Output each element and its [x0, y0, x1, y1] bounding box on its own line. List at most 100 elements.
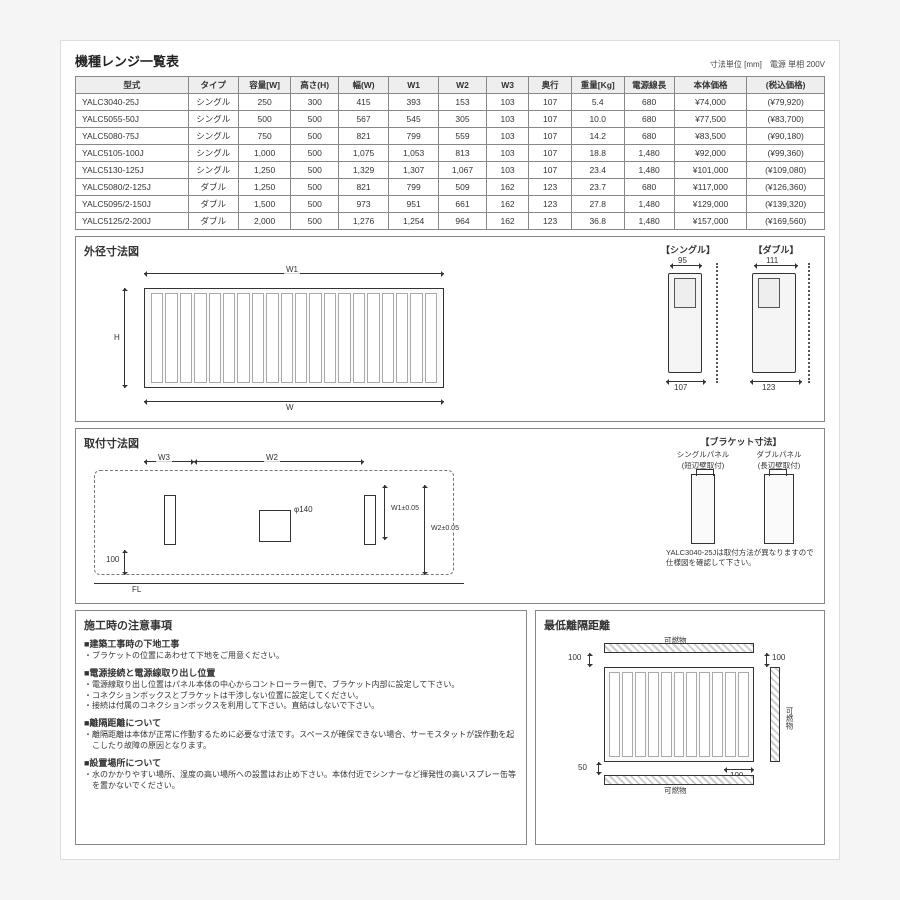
cell-cap: 250	[238, 94, 291, 111]
notes-g4h: ■設置場所について	[84, 756, 518, 769]
obstacle-right	[770, 667, 780, 762]
spec-table: 型式 タイプ 容量[W] 高さ(H) 幅(W) W1 W2 W3 奥行 重量[K…	[75, 76, 825, 230]
connection-box	[259, 510, 291, 542]
cell-w1: 799	[389, 128, 439, 145]
cell-w3: 162	[486, 213, 529, 230]
cell-w1: 1,254	[389, 213, 439, 230]
cell-type: ダブル	[188, 196, 238, 213]
cell-cord: 1,480	[624, 196, 674, 213]
table-row: YALC5055-50Jシングル50050056754530510310710.…	[76, 111, 825, 128]
cell-w2: 559	[439, 128, 487, 145]
bracket-double-icon	[764, 474, 794, 544]
cell-p1: ¥77,500	[674, 111, 747, 128]
notes-g4-1: ・水のかかりやすい場所、湿度の高い場所への設置はお止め下さい。本体付近でシンナー…	[84, 770, 518, 792]
notes-g1-1: ・ブラケットの位置にあわせて下地をご用意ください。	[84, 651, 518, 662]
cell-p2: (¥169,560)	[747, 213, 825, 230]
double-bottom: 123	[760, 383, 777, 392]
single-top: 95	[676, 256, 689, 265]
bracket-d-head: ダブルパネル	[744, 450, 814, 459]
cell-cord: 1,480	[624, 162, 674, 179]
th-p1: 本体価格	[674, 77, 747, 94]
obstacle-bottom	[604, 775, 754, 785]
clearance-radiator	[604, 667, 754, 762]
cell-model: YALC5095/2-150J	[76, 196, 189, 213]
cl-top: 100	[566, 653, 583, 662]
cell-h: 500	[291, 162, 339, 179]
cell-p1: ¥74,000	[674, 94, 747, 111]
cell-model: YALC5080/2-125J	[76, 179, 189, 196]
table-row: YALC3040-25Jシングル2503004153931531031075.4…	[76, 94, 825, 111]
notes-g2-1: ・電源線取り出し位置はパネル本体の中心からコントローラー側で、ブラケット内部に設…	[84, 680, 518, 691]
cl-side-label: 可燃物	[784, 707, 795, 730]
mount-h1: W1±0.05	[389, 505, 421, 512]
cell-model: YALC3040-25J	[76, 94, 189, 111]
cell-wt: 27.8	[571, 196, 624, 213]
cell-w3: 162	[486, 196, 529, 213]
cell-w1: 799	[389, 179, 439, 196]
mount-w2: W2	[264, 453, 280, 462]
single-bottom: 107	[672, 383, 689, 392]
cell-p1: ¥83,500	[674, 128, 747, 145]
cell-w: 1,329	[339, 162, 389, 179]
cl-top-label: 可燃物	[664, 635, 687, 646]
cell-p2: (¥139,320)	[747, 196, 825, 213]
mount-drawing: W3 W2 φ140 W1±0.05 W2±0.05 100 FL	[84, 455, 656, 595]
cell-cord: 1,480	[624, 213, 674, 230]
notes-g3-1: ・離隔距離は本体が正常に作動するために必要な寸法です。スペースが確保できない場合…	[84, 730, 518, 752]
cell-w2: 1,067	[439, 162, 487, 179]
cell-cord: 680	[624, 111, 674, 128]
cell-h: 500	[291, 196, 339, 213]
dim-h: H	[112, 333, 122, 342]
cell-h: 500	[291, 213, 339, 230]
bracket-s-head: シングルパネル	[668, 450, 738, 459]
unit-note: 寸法単位 [mm] 電源 単相 200V	[710, 59, 825, 70]
cell-wt: 5.4	[571, 94, 624, 111]
cell-w1: 393	[389, 94, 439, 111]
cell-p1: ¥117,000	[674, 179, 747, 196]
cell-cord: 680	[624, 94, 674, 111]
dim-w: W	[284, 403, 296, 412]
th-h: 高さ(H)	[291, 77, 339, 94]
cell-model: YALC5130-125J	[76, 162, 189, 179]
controller-icon	[674, 278, 696, 308]
notes-g1h: ■建築工事時の下地工事	[84, 637, 518, 650]
cl-bottom: 50	[576, 763, 589, 772]
cell-w2: 509	[439, 179, 487, 196]
cell-cap: 500	[238, 111, 291, 128]
cell-w: 821	[339, 179, 389, 196]
cell-d: 123	[529, 196, 572, 213]
double-side-view: 【ダブル】 111 123	[736, 243, 816, 393]
notes-title: 施工時の注意事項	[84, 617, 518, 633]
single-label: 【シングル】	[648, 243, 728, 256]
cell-cap: 1,000	[238, 145, 291, 162]
cell-w: 1,075	[339, 145, 389, 162]
cell-wt: 23.4	[571, 162, 624, 179]
cell-cord: 1,480	[624, 145, 674, 162]
clearance-drawing: 可燃物 100 100 可燃物 50 100 可燃物	[544, 637, 804, 787]
mount-w3: W3	[156, 453, 172, 462]
notes-g2-3: ・接続は付属のコネクションボックスを利用して下さい。直結はしないで下さい。	[84, 701, 518, 712]
cell-d: 107	[529, 111, 572, 128]
double-top: 111	[764, 256, 780, 265]
th-w3: W3	[486, 77, 529, 94]
cell-d: 107	[529, 162, 572, 179]
cell-cap: 750	[238, 128, 291, 145]
bracket-note: YALC3040-25Jは取付方法が異なりますので仕様図を確認して下さい。	[666, 548, 816, 568]
table-row: YALC5105-100Jシングル1,0005001,0751,05381310…	[76, 145, 825, 162]
cell-type: シングル	[188, 111, 238, 128]
notes-g2-2: ・コネクションボックスとブラケットは干渉しない位置に設定してください。	[84, 691, 518, 702]
cell-type: シングル	[188, 145, 238, 162]
table-row: YALC5095/2-150Jダブル1,50050097395166116212…	[76, 196, 825, 213]
dim-title: 外径寸法図	[84, 243, 640, 259]
fl-label: FL	[130, 585, 143, 594]
controller-icon-d	[758, 278, 780, 308]
install-notes: 施工時の注意事項 ■建築工事時の下地工事 ・ブラケットの位置にあわせて下地をご用…	[75, 610, 527, 845]
front-view: W1 H W	[84, 263, 640, 413]
spec-sheet: 機種レンジ一覧表 寸法単位 [mm] 電源 単相 200V 型式 タイプ 容量[…	[60, 40, 840, 860]
cell-w2: 305	[439, 111, 487, 128]
cell-cap: 1,500	[238, 196, 291, 213]
th-w1: W1	[389, 77, 439, 94]
cell-h: 500	[291, 128, 339, 145]
cell-h: 300	[291, 94, 339, 111]
cell-w2: 661	[439, 196, 487, 213]
